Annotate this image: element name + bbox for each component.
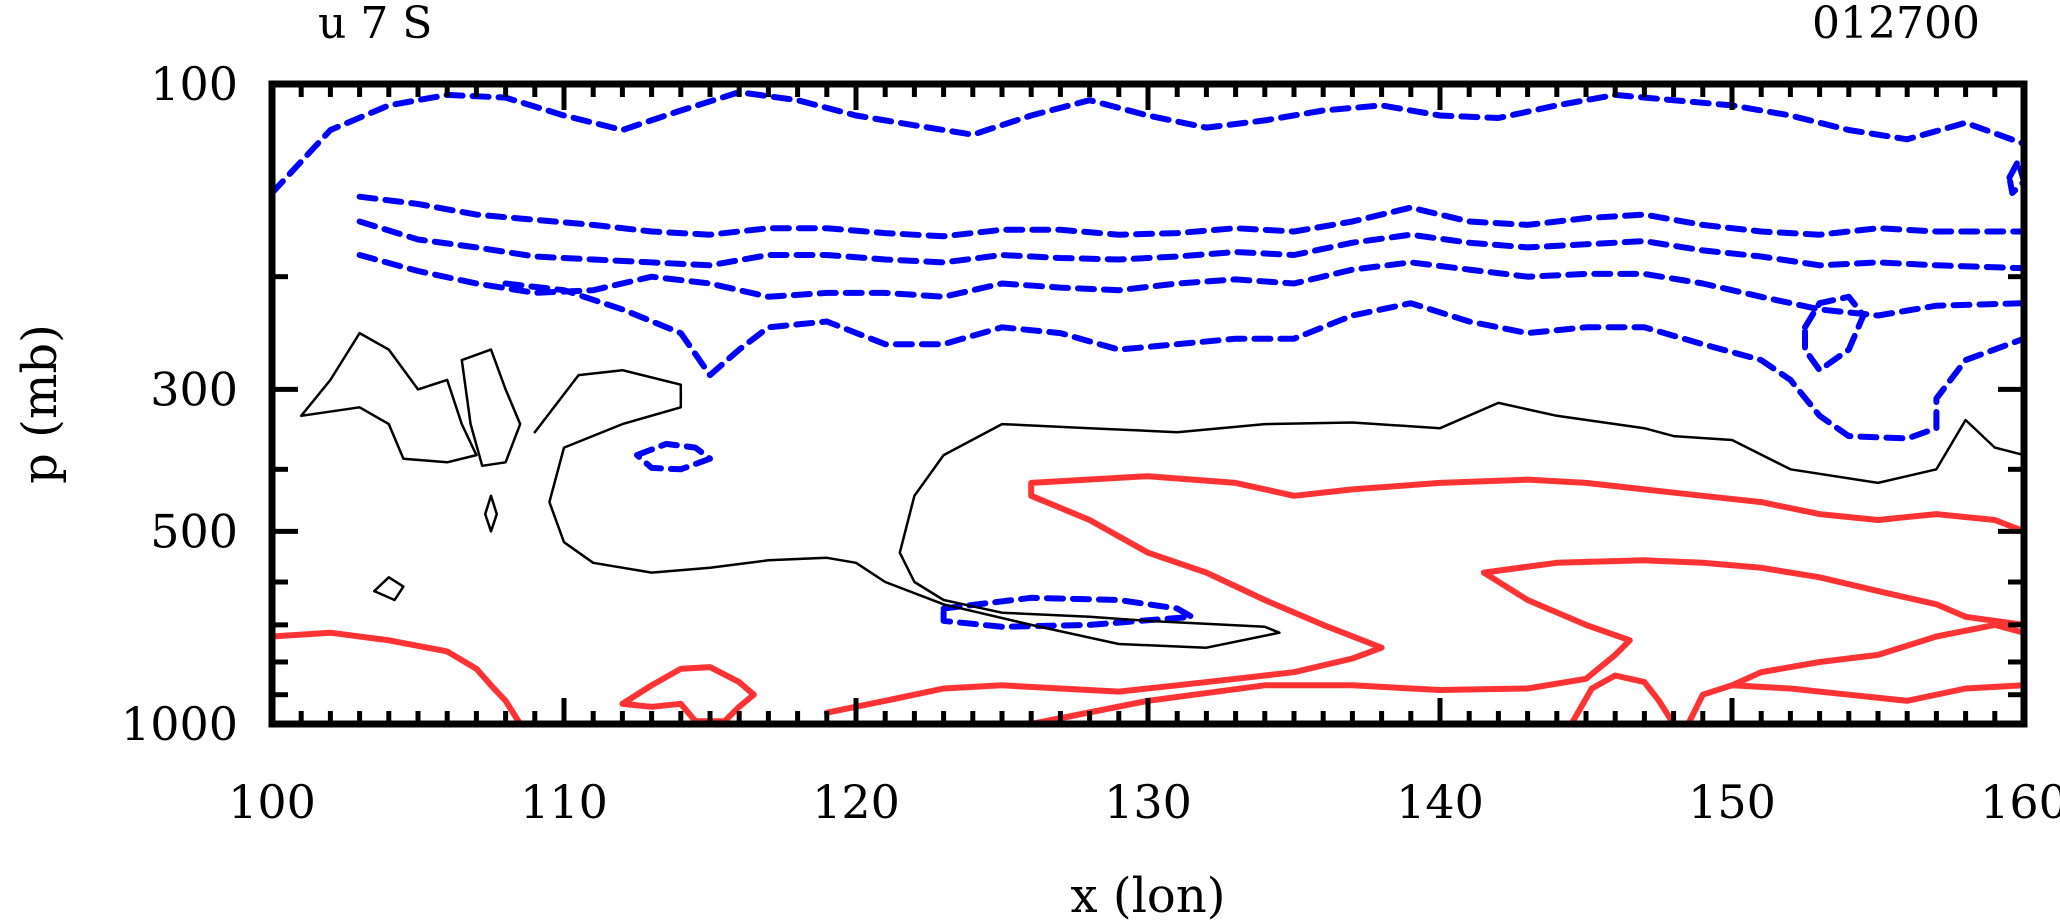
contour-positive-15 — [619, 664, 757, 725]
contour-positive-16 — [823, 473, 2027, 716]
contour-zero-10 — [460, 348, 522, 468]
plot-frame — [268, 80, 2028, 728]
y-tick-labels: 100 300 500 1000 — [121, 57, 238, 751]
contour-zero-13 — [483, 494, 499, 533]
contour-zero-9 — [299, 331, 478, 464]
y-axis-label: p (mb) — [12, 324, 68, 484]
y-tick-label: 300 — [150, 362, 238, 416]
contour-lines — [269, 89, 2027, 727]
contour-zero-11 — [533, 368, 2026, 649]
contour-positive-20 — [1729, 621, 2027, 689]
contour-positive-17 — [1028, 557, 2027, 727]
contour-negative-2 — [356, 218, 2027, 272]
contour-negative-4 — [502, 280, 2027, 442]
x-tick-labels: 100 110 120 130 140 150 160 — [228, 775, 2060, 829]
contour-positive-14 — [269, 629, 524, 727]
contour-negative-6 — [634, 440, 713, 473]
x-tick-label: 120 — [812, 775, 900, 829]
chart-title-left: u 7 S — [318, 0, 432, 49]
y-tick-label: 500 — [150, 504, 238, 558]
contour-positive-18 — [1568, 672, 1677, 727]
x-tick-label: 130 — [1104, 775, 1192, 829]
y-tick-label: 100 — [150, 57, 238, 111]
contour-negative-7 — [940, 594, 1195, 630]
x-axis-label: x (lon) — [1071, 868, 1226, 923]
axis-ticks — [269, 81, 2027, 727]
contour-negative-3 — [356, 252, 2027, 319]
x-tick-label: 150 — [1688, 775, 1776, 829]
x-tick-label: 160 — [1980, 775, 2060, 829]
y-tick-label: 1000 — [121, 697, 238, 751]
contour-negative-5 — [1802, 293, 1867, 374]
x-tick-label: 140 — [1396, 775, 1484, 829]
contour-positive-19 — [1685, 682, 2027, 727]
contour-zero-12 — [372, 576, 405, 602]
contour-negative-1 — [356, 193, 2027, 240]
chart-title-right: 012700 — [1812, 0, 1980, 49]
x-tick-label: 100 — [228, 775, 316, 829]
x-tick-label: 110 — [520, 775, 608, 829]
